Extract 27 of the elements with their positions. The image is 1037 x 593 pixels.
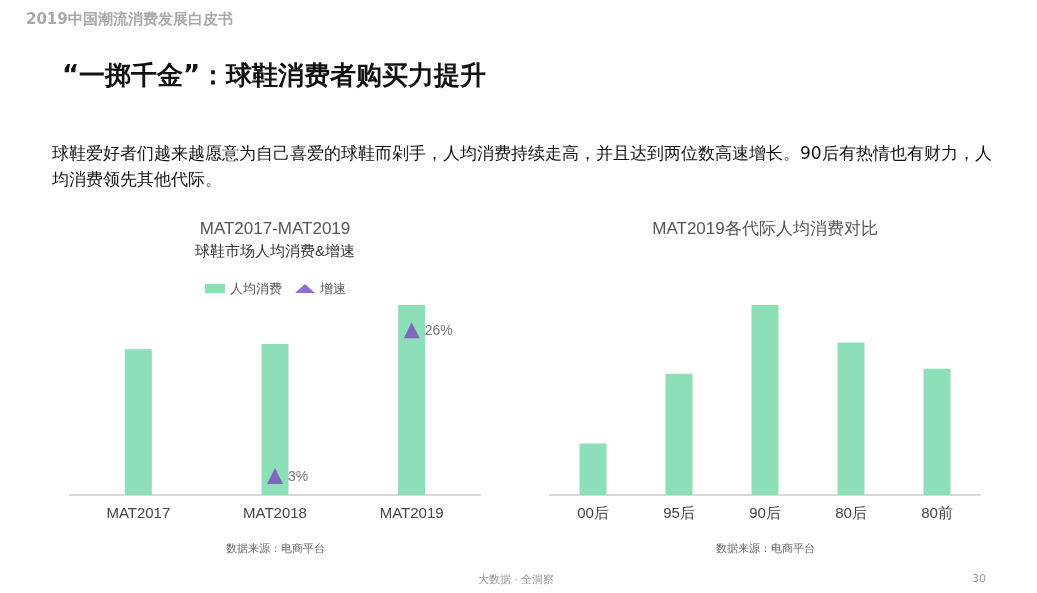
text: 2019中国潮流消费发展白皮书 <box>26 10 233 29</box>
bar <box>579 443 607 495</box>
x-tick-label: MAT2017 <box>106 504 171 521</box>
text: “一掷千金”：球鞋消费者购买力提升 <box>62 59 487 92</box>
x-tick-label: MAT2019 <box>379 504 444 521</box>
x-tick-label: 80前 <box>921 504 953 521</box>
bar <box>751 305 779 495</box>
text: 大数据 · 全洞察 <box>478 572 555 587</box>
data-label: 26% <box>424 322 453 339</box>
text: 球鞋爱好者们越来越愿意为自己喜爱的球鞋而剁手，人均消费持续走高，并且达到两位数高速增长。90后有热情也有财力，人均消费领先其他代际。 <box>52 142 993 191</box>
x-tick-label: 80后 <box>835 504 867 521</box>
chart-subtitle: 球鞋市场人均消费&增速 <box>194 242 356 259</box>
bar <box>837 342 865 495</box>
source-note: 数据来源：电商平台 <box>225 541 325 554</box>
x-tick-label: 95后 <box>663 504 695 521</box>
bar <box>923 368 951 495</box>
legend-label: 增速 <box>319 281 346 296</box>
x-tick-label: 90后 <box>749 504 781 521</box>
legend-label: 人均消费 <box>230 281 282 296</box>
data-label: 3% <box>288 468 309 484</box>
chart-title: MAT2019各代际人均消费对比 <box>652 219 878 238</box>
chart-title: MAT2017-MAT2019 <box>199 219 351 238</box>
x-tick-label: 00后 <box>577 504 609 521</box>
x-tick-label: MAT2018 <box>243 504 307 521</box>
source-note: 数据来源：电商平台 <box>715 541 815 554</box>
bar <box>665 373 693 495</box>
text: 30 <box>972 572 986 585</box>
